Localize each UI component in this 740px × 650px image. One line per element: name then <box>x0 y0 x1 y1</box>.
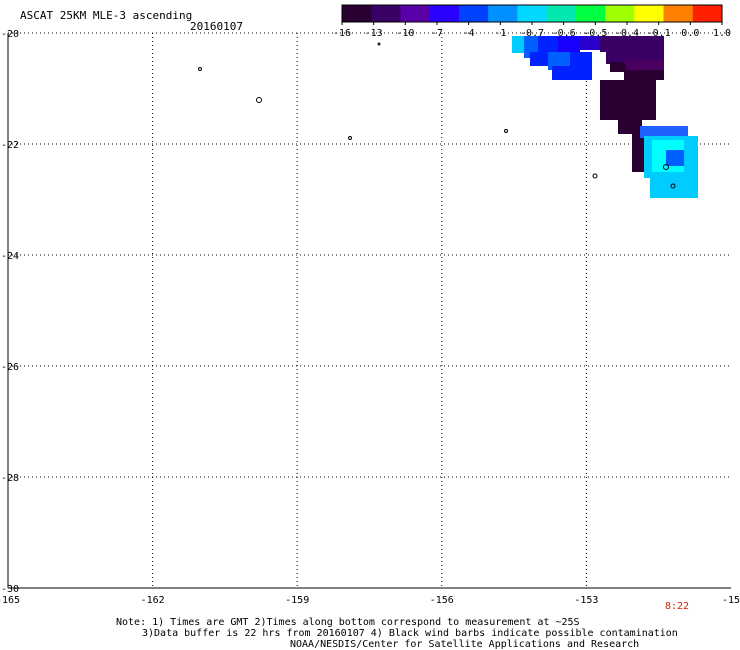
legend-tick-label: 0.0 <box>681 28 699 39</box>
legend-swatch <box>634 5 665 22</box>
legend-swatch <box>605 5 635 22</box>
y-tick-label: -22 <box>1 140 19 151</box>
note-line-2: 3)Data buffer is 22 hrs from 20160107 4)… <box>142 628 678 639</box>
legend-tick-label: -0.6 <box>552 28 576 39</box>
data-cell <box>548 52 570 70</box>
legend-tick-label: -10 <box>396 28 414 39</box>
legend-swatch <box>663 5 694 22</box>
legend-swatch <box>342 5 372 22</box>
data-cell <box>650 172 698 198</box>
legend-tick-label: -16 <box>333 28 351 39</box>
x-tick-label: -162 <box>141 595 165 606</box>
data-cell <box>600 36 664 52</box>
time-label: 8:22 <box>665 601 690 612</box>
data-cell <box>512 36 524 53</box>
y-tick-label: -28 <box>1 473 19 484</box>
island-outline <box>592 173 598 179</box>
data-cell <box>558 36 580 54</box>
legend-swatch <box>400 5 431 22</box>
x-tick-label: -165 <box>0 595 20 606</box>
legend-swatch <box>488 5 518 22</box>
legend-swatch <box>517 5 548 22</box>
x-tick-label: -156 <box>430 595 454 606</box>
island-outline <box>348 136 352 140</box>
legend-tick-label: -0.5 <box>583 28 607 39</box>
legend-swatch <box>371 5 401 22</box>
x-tick-label: -153 <box>574 595 598 606</box>
legend-swatch <box>546 5 577 22</box>
island-outline <box>670 183 676 189</box>
legend-tick-label: 1.0 <box>713 28 731 39</box>
legend-swatch <box>692 5 723 22</box>
data-cell <box>570 52 592 70</box>
data-cell <box>530 52 548 66</box>
product-date: 20160107 <box>190 20 243 33</box>
data-cell <box>640 126 688 138</box>
island-outline <box>198 67 202 71</box>
data-cell <box>580 36 600 50</box>
data-cell <box>626 60 664 70</box>
legend-swatch <box>429 5 460 22</box>
y-tick-label: -30 <box>1 584 19 595</box>
legend-tick-label: -0.1 <box>647 28 671 39</box>
y-tick-label: -20 <box>1 29 19 40</box>
data-cell <box>666 150 684 166</box>
island-outline <box>504 129 508 133</box>
data-cell <box>600 80 656 98</box>
legend-swatch <box>575 5 606 22</box>
map-plot: -165 -162 -159 -156 -153 -15 -20 -22 -24 -26 -28 -3… <box>0 29 740 606</box>
note-line-1: Note: 1) Times are GMT 2)Times along bot… <box>116 617 580 628</box>
island-outline <box>377 42 381 46</box>
product-title: ASCAT 25KM MLE-3 ascending <box>20 9 193 22</box>
y-tick-label: -24 <box>1 251 19 262</box>
color-scale-legend: -16 -13 -10 -7 -4 -1 -0.7 -0.6 -0.5 -0.4 -0.1 0.0 1.… <box>333 4 731 39</box>
island-outline <box>663 164 669 170</box>
y-tick-label: -26 <box>1 362 19 373</box>
x-tick-label: -159 <box>285 595 309 606</box>
legend-swatch <box>458 5 489 22</box>
legend-tick-label: -13 <box>365 28 383 39</box>
island-outline <box>256 97 262 103</box>
note-line-3: NOAA/NESDIS/Center for Satellite Applica… <box>290 639 640 650</box>
data-cell <box>600 98 656 120</box>
data-cell <box>632 130 646 172</box>
data-cell <box>610 62 624 72</box>
legend-tick-label: -0.4 <box>615 28 639 39</box>
x-tick-label: -15 <box>722 595 740 606</box>
